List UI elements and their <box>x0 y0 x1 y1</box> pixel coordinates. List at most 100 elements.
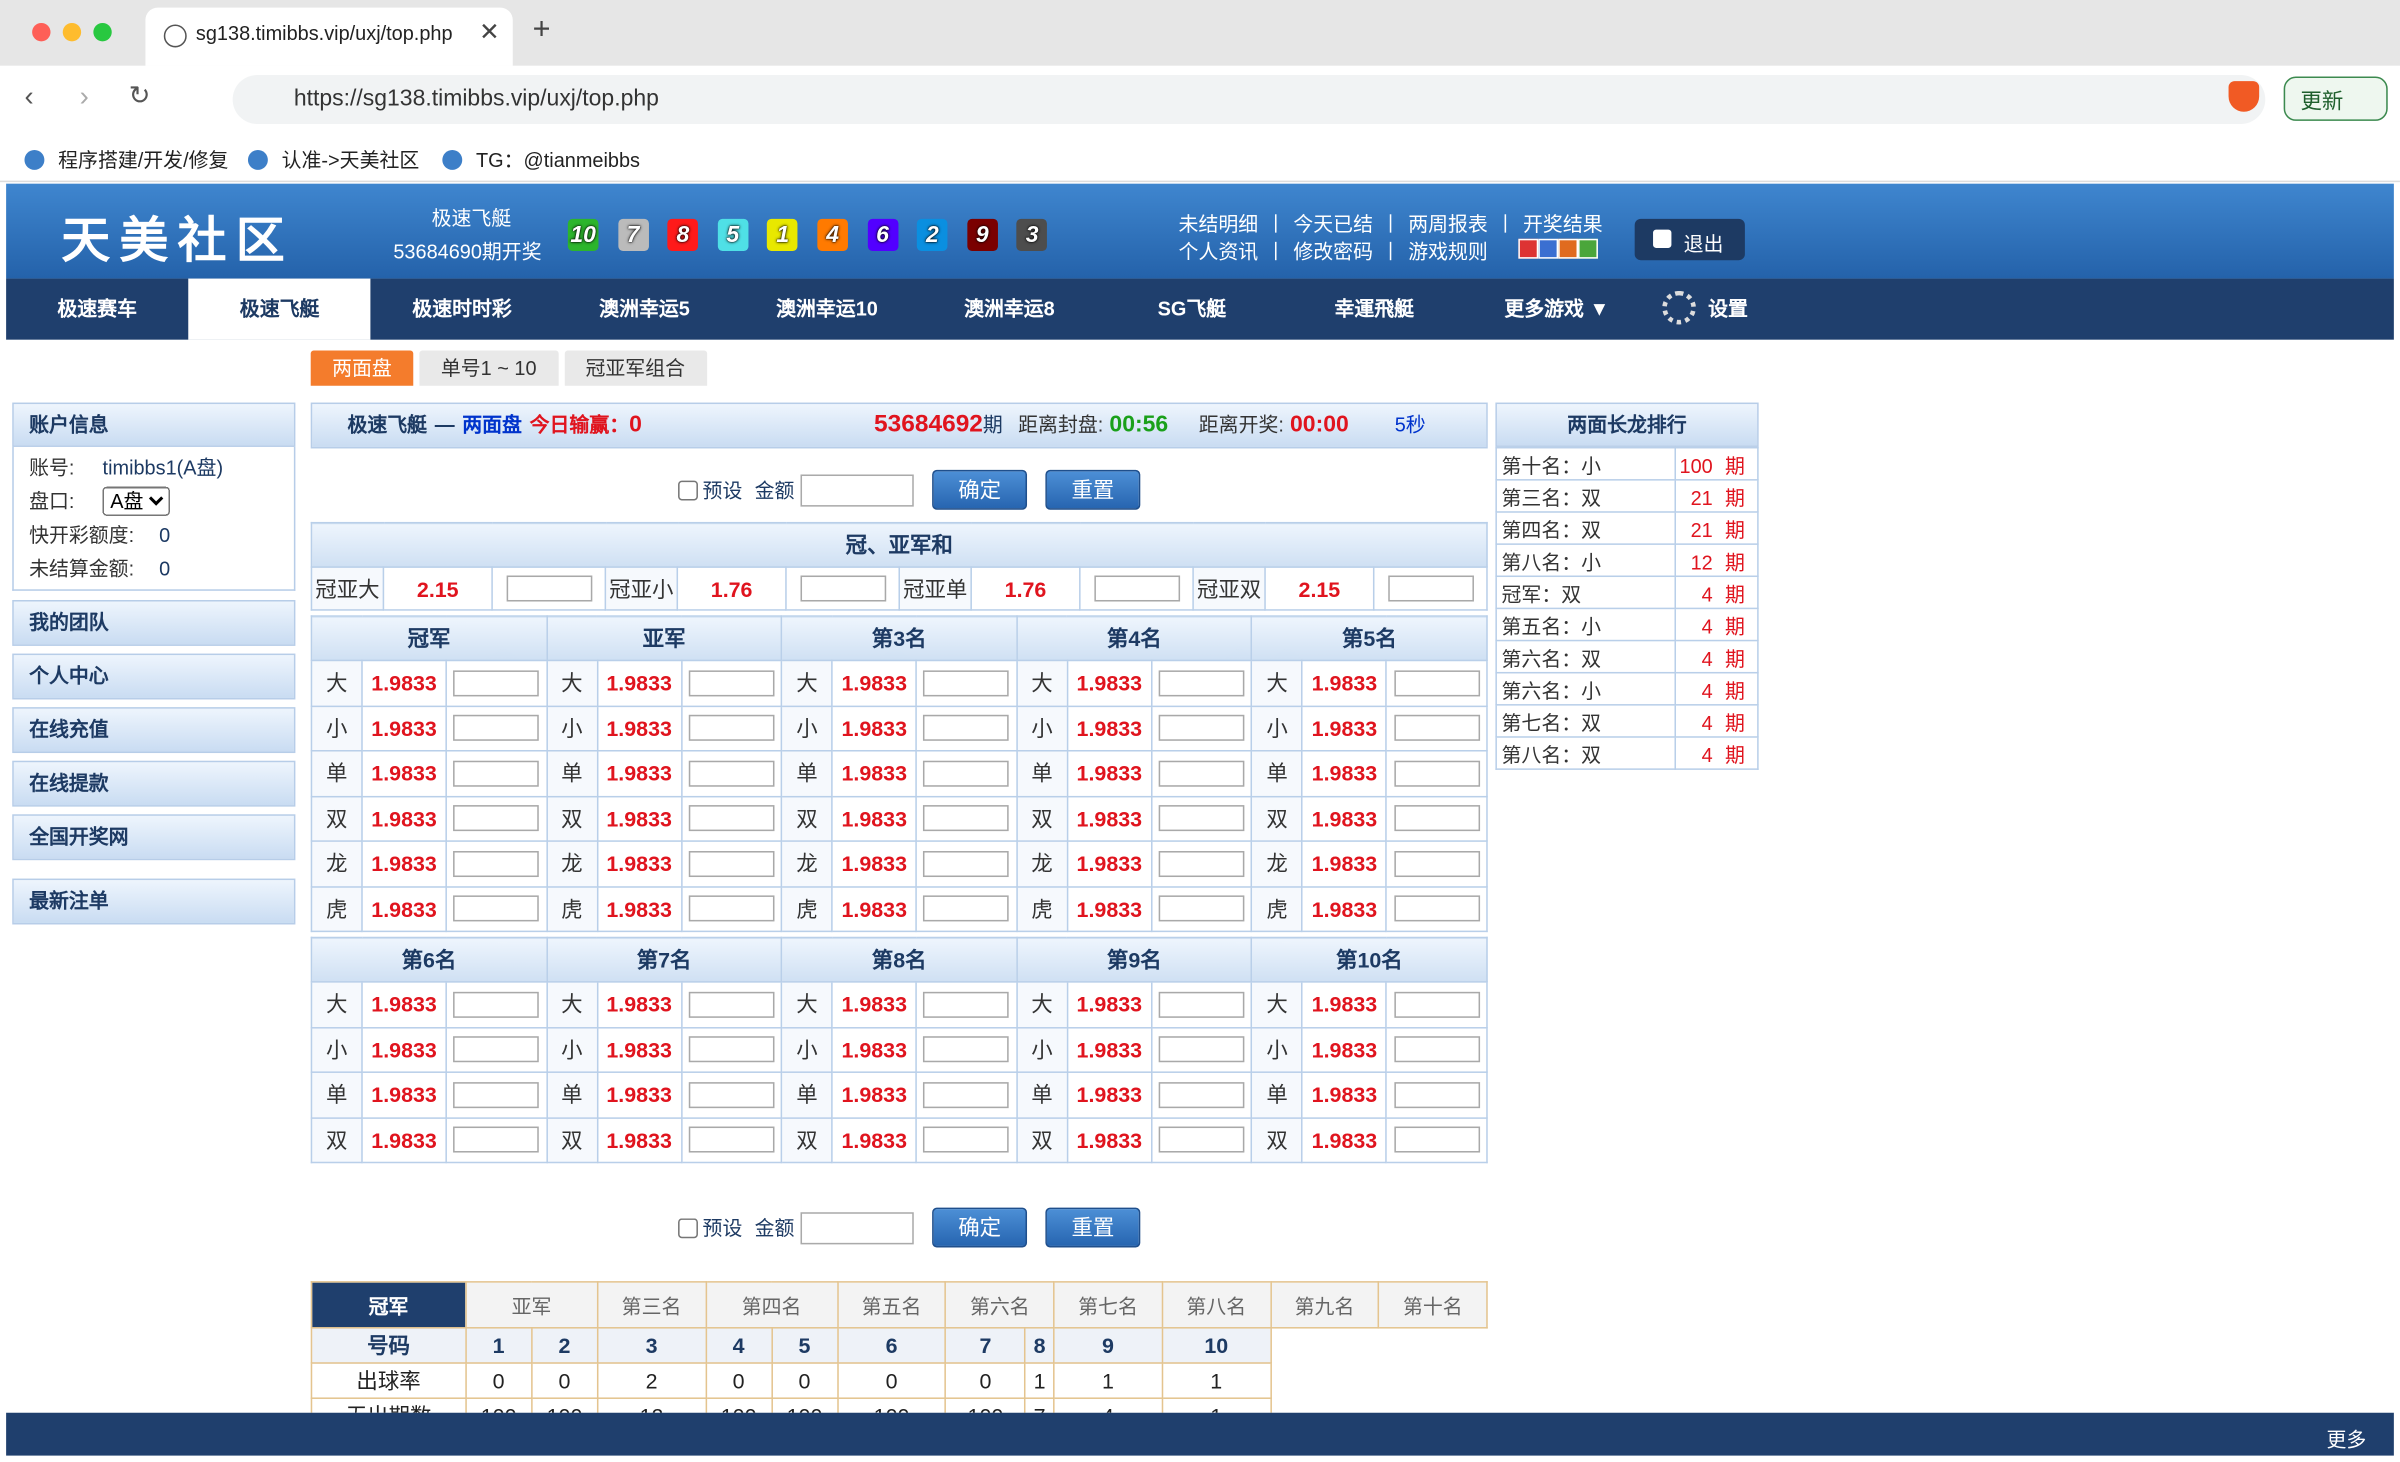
stats-tab[interactable]: 第三名 <box>596 1281 707 1329</box>
bet-input[interactable] <box>923 805 1010 832</box>
swatch[interactable] <box>1578 238 1598 259</box>
bet-input[interactable] <box>1393 670 1480 697</box>
header-link[interactable]: 未结明细 <box>1178 212 1259 236</box>
nav-item[interactable]: 幸運飛艇 <box>1334 296 1415 320</box>
close-window[interactable] <box>32 22 51 42</box>
sidebar-menu-item[interactable]: 在线充值 <box>12 707 296 754</box>
bookmark[interactable]: 认准->天美社区 <box>247 144 419 173</box>
swatch[interactable] <box>1558 238 1579 259</box>
amount-input[interactable] <box>800 474 914 507</box>
stats-tab[interactable]: 亚军 <box>464 1281 599 1329</box>
bet-input[interactable] <box>453 760 540 787</box>
new-tab[interactable]: + <box>532 12 551 46</box>
more-link[interactable]: 更多 <box>2326 1428 2367 1452</box>
bet-input[interactable] <box>1158 991 1245 1018</box>
handicap-select[interactable]: A盘 <box>102 486 170 516</box>
bet-input[interactable] <box>688 895 775 922</box>
swatch[interactable] <box>1538 238 1559 259</box>
update-button[interactable]: 更新 <box>2283 76 2388 121</box>
bet-input[interactable] <box>1393 1126 1480 1153</box>
logout-button[interactable]: 退出 <box>1634 218 1745 261</box>
bet-input[interactable] <box>453 1126 540 1153</box>
bet-input[interactable] <box>923 670 1010 697</box>
nav-item[interactable]: 澳洲幸运8 <box>964 296 1055 320</box>
bet-input[interactable] <box>1393 1036 1480 1063</box>
browser-tab[interactable]: sg138.timibbs.vip/uxj/top.php ✕ <box>145 7 513 66</box>
stats-tab[interactable]: 第十名 <box>1377 1281 1488 1329</box>
bet-input[interactable] <box>688 805 775 832</box>
bet-input[interactable] <box>1158 1036 1245 1063</box>
bet-input[interactable] <box>688 715 775 742</box>
header-link[interactable]: 游戏规则 <box>1408 240 1488 264</box>
stats-tab[interactable]: 第八名 <box>1161 1281 1272 1329</box>
bet-input[interactable] <box>923 760 1010 787</box>
confirm-button[interactable]: 确定 <box>932 1207 1028 1248</box>
forward-button[interactable]: › <box>79 81 89 112</box>
bookmark[interactable]: 程序搭建/开发/修复 <box>24 144 228 173</box>
bet-input[interactable] <box>1393 760 1480 787</box>
reset-button[interactable]: 重置 <box>1045 469 1141 510</box>
bet-input[interactable] <box>1393 805 1480 832</box>
header-link[interactable]: 两周报表 <box>1408 212 1488 236</box>
stats-tab[interactable]: 第九名 <box>1269 1281 1380 1329</box>
bet-input[interactable] <box>923 850 1010 877</box>
nav-item[interactable]: SG飞艇 <box>1157 296 1227 320</box>
bet-input[interactable] <box>453 850 540 877</box>
nav-item[interactable]: 极速飞艇 <box>188 278 371 340</box>
bet-input[interactable] <box>1158 1126 1245 1153</box>
bet-input[interactable] <box>1158 670 1245 697</box>
bet-input[interactable] <box>688 1081 775 1108</box>
swatch[interactable] <box>1518 238 1539 259</box>
bet-input[interactable] <box>1393 850 1480 877</box>
nav-item[interactable]: 澳洲幸运10 <box>776 296 878 320</box>
bet-input[interactable] <box>688 850 775 877</box>
header-link[interactable]: 今天已结 <box>1293 212 1373 236</box>
nav-item[interactable]: 更多游戏 ▼ <box>1504 296 1610 320</box>
settings[interactable]: 设置 <box>1662 279 1754 340</box>
stats-tab[interactable]: 第七名 <box>1053 1281 1163 1329</box>
bet-input[interactable] <box>799 575 886 602</box>
subtab[interactable]: 冠亚军组合 <box>564 350 707 386</box>
sidebar-menu-item[interactable]: 全国开奖网 <box>12 814 296 861</box>
sidebar-menu-item[interactable]: 最新注单 <box>12 878 296 925</box>
bet-input[interactable] <box>453 895 540 922</box>
sidebar-menu-item[interactable]: 在线提款 <box>12 760 296 807</box>
bet-input[interactable] <box>453 805 540 832</box>
brave-icon[interactable] <box>2228 81 2260 112</box>
bet-input[interactable] <box>923 715 1010 742</box>
bet-input[interactable] <box>923 895 1010 922</box>
bet-input[interactable] <box>923 991 1010 1018</box>
bet-input[interactable] <box>923 1036 1010 1063</box>
bet-input[interactable] <box>1158 715 1245 742</box>
bet-input[interactable] <box>453 715 540 742</box>
tab-close[interactable]: ✕ <box>479 19 500 46</box>
header-link[interactable]: 个人资讯 <box>1178 240 1259 264</box>
bet-input[interactable] <box>688 1126 775 1153</box>
nav-item[interactable]: 极速赛车 <box>57 296 137 320</box>
stats-tab[interactable]: 第五名 <box>836 1281 947 1329</box>
sidebar-menu-item[interactable]: 个人中心 <box>12 653 296 700</box>
bet-input[interactable] <box>1158 850 1245 877</box>
bet-input[interactable] <box>1158 760 1245 787</box>
address-bar[interactable]: https://sg138.timibbs.vip/uxj/top.php <box>232 74 2266 124</box>
back-button[interactable]: ‹ <box>24 81 34 112</box>
reload-button[interactable]: ↻ <box>128 81 151 111</box>
stats-tab[interactable]: 冠军 <box>310 1281 467 1329</box>
bet-input[interactable] <box>688 760 775 787</box>
reset-button[interactable]: 重置 <box>1045 1207 1141 1248</box>
bet-input[interactable] <box>923 1126 1010 1153</box>
bet-input[interactable] <box>453 1081 540 1108</box>
preset-checkbox[interactable] <box>678 480 698 501</box>
nav-item[interactable]: 极速时时彩 <box>412 296 512 320</box>
bet-input[interactable] <box>688 670 775 697</box>
bet-input[interactable] <box>1393 895 1480 922</box>
bet-input[interactable] <box>1158 1081 1245 1108</box>
bet-input[interactable] <box>923 1081 1010 1108</box>
maximize-window[interactable] <box>93 22 112 42</box>
bet-input[interactable] <box>453 1036 540 1063</box>
stats-tab[interactable]: 第四名 <box>704 1281 839 1329</box>
sidebar-menu-item[interactable]: 我的团队 <box>12 599 296 646</box>
bet-input[interactable] <box>688 991 775 1018</box>
bet-input[interactable] <box>1393 1081 1480 1108</box>
subtab[interactable]: 两面盘 <box>310 350 414 386</box>
